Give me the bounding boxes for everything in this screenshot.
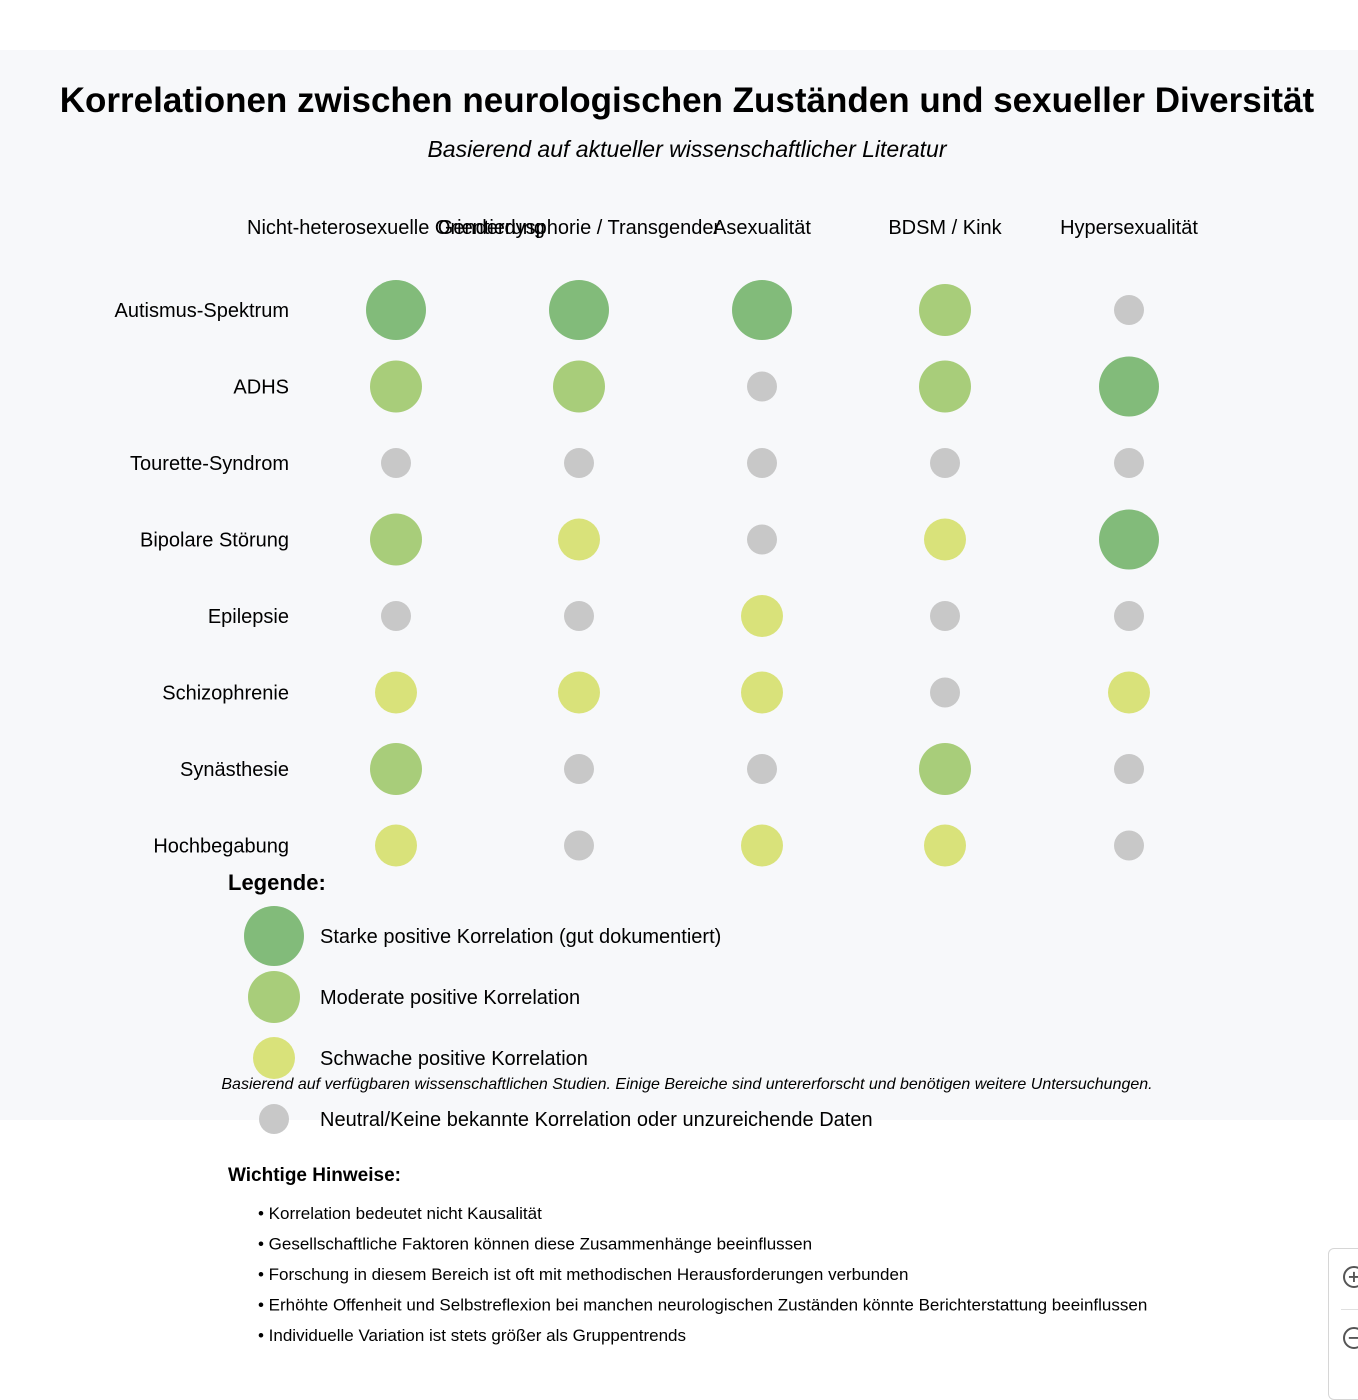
row-label: Tourette-Syndrom [130,453,289,475]
column-label: Genderdysphorie / Transgender [438,217,721,239]
bubble [1099,509,1159,570]
row-label: Synästhesie [180,759,289,781]
legend-swatch [244,906,304,966]
note-item: • Individuelle Variation ist stets größe… [258,1326,686,1345]
bubble [1114,830,1144,861]
legend-label: Moderate positive Korrelation [320,987,580,1009]
bubble [558,518,600,561]
row-label: Bipolare Störung [140,530,289,552]
legend-swatch [253,1037,295,1079]
zoom-controls: + − [1328,1248,1358,1400]
bubble [1099,356,1159,417]
legend-label: Schwache positive Korrelation [320,1048,588,1070]
bubble [549,280,609,340]
bubble [741,671,783,714]
bubble [747,371,777,402]
zoom-divider [1341,1309,1358,1310]
zoom-out-button[interactable]: − [1343,1327,1358,1349]
bubble [375,671,417,714]
chart-subtitle: Basierend auf aktueller wissenschaftlich… [427,136,947,162]
legend-title: Legende: [228,870,326,895]
row-label: Hochbegabung [153,836,289,858]
bubble [930,601,960,631]
bubble [747,754,777,784]
bubble [930,677,960,708]
column-label: Nicht-heterosexuelle Orientierung [247,217,545,239]
bubble [564,754,594,784]
bubble [370,743,422,795]
bubble [747,448,777,478]
note-item: • Korrelation bedeutet nicht Kausalität [258,1204,542,1223]
chart-title: Korrelationen zwischen neurologischen Zu… [60,81,1315,120]
row-label: ADHS [233,377,289,399]
bubble [375,824,417,867]
bubble [564,830,594,861]
chart-panel [0,50,1358,1120]
legend-swatch [248,971,300,1023]
bubble [1114,448,1144,478]
bubble [381,601,411,631]
bubble [919,284,971,336]
note-item: • Gesellschaftliche Faktoren können dies… [258,1235,812,1254]
row-labels: Autismus-Spektrum ADHS Tourette-Syndrom Bip… [115,300,290,858]
bubble [741,595,783,637]
bubble [1108,671,1150,714]
note-item: • Erhöhte Offenheit und Selbstreflexion … [258,1296,1147,1315]
zoom-in-button[interactable]: + [1343,1266,1358,1288]
row-label: Epilepsie [208,606,289,628]
legend-label: Neutral/Keine bekannte Korrelation oder … [320,1109,873,1131]
bubble [919,360,971,413]
column-label: Hypersexualität [1060,217,1198,239]
bubble [747,524,777,555]
bubble [370,513,422,566]
bubble [741,824,783,867]
bubble [564,601,594,631]
bubble [366,280,426,340]
bubble [1114,754,1144,784]
notes-list: • Korrelation bedeutet nicht Kausalität •… [258,1204,1147,1345]
column-label: BDSM / Kink [888,217,1002,239]
legend: Starke positive Korrelation (gut dokumen… [244,906,873,1134]
bubble [558,671,600,714]
bubble [1114,601,1144,631]
bubble [381,448,411,478]
bubble [930,448,960,478]
bubble [732,280,792,340]
notes-title: Wichtige Hinweise: [228,1165,401,1186]
column-label: Asexualität [713,217,811,239]
footnote: Basierend auf verfügbaren wissenschaftli… [221,1076,1152,1093]
note-item: • Forschung in diesem Bereich ist oft mi… [258,1265,908,1284]
row-label: Schizophrenie [162,683,289,705]
column-labels: Nicht-heterosexuelle OrientierungGenderd… [247,217,1198,239]
bubble [370,360,422,413]
legend-label: Starke positive Korrelation (gut dokumen… [320,926,721,948]
bubble [924,518,966,561]
bubble [553,360,605,413]
bubble [1114,295,1144,325]
bubble [564,448,594,478]
row-label: Autismus-Spektrum [115,300,290,322]
bubble [919,743,971,795]
legend-swatch [259,1104,289,1134]
bubble-grid [366,280,1159,867]
bubble [924,824,966,867]
